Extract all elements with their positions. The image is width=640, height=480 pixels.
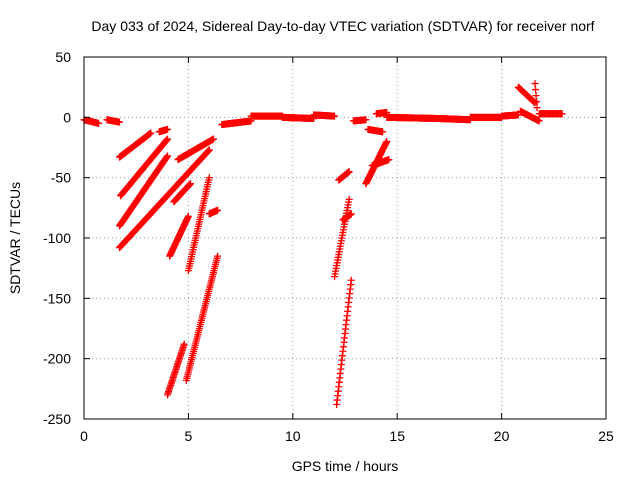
satellite-track xyxy=(164,340,188,399)
y-tick-label: 50 xyxy=(55,49,71,65)
data-point xyxy=(532,92,540,100)
data-point xyxy=(180,340,188,348)
data-point xyxy=(164,152,172,160)
data-point xyxy=(531,99,539,107)
satellite-track xyxy=(466,113,506,121)
data-point xyxy=(383,137,391,145)
data-point xyxy=(535,117,543,125)
axis-ticks xyxy=(83,56,607,420)
data-point xyxy=(345,168,353,176)
satellite-track xyxy=(435,115,474,124)
satellite-track xyxy=(117,135,172,200)
data-point xyxy=(214,252,222,260)
satellite-track xyxy=(535,110,566,118)
y-tick-label: 0 xyxy=(63,109,71,125)
data-point xyxy=(533,98,541,106)
y-tick-label: -50 xyxy=(51,170,71,186)
data-points xyxy=(80,80,566,409)
satellite-track xyxy=(115,129,155,161)
y-axis-label: SDTVAR / TECUs xyxy=(7,182,23,294)
satellite-track xyxy=(115,146,213,252)
data-point xyxy=(95,119,103,127)
satellite-track xyxy=(516,107,543,125)
satellite-track xyxy=(364,125,387,136)
satellite-track xyxy=(184,174,213,275)
y-tick-label: -250 xyxy=(43,411,71,427)
satellite-track xyxy=(331,195,353,281)
satellite-track xyxy=(531,80,541,112)
y-tick-label: -150 xyxy=(43,290,71,306)
y-tick-label: -100 xyxy=(43,230,71,246)
data-point xyxy=(164,125,172,133)
satellite-track xyxy=(368,156,393,170)
data-point xyxy=(345,195,353,203)
satellite-track xyxy=(205,206,222,218)
x-tick-label: 0 xyxy=(80,428,88,444)
data-point xyxy=(362,116,370,124)
x-tick-label: 25 xyxy=(598,428,614,444)
x-tick-label: 15 xyxy=(389,428,405,444)
data-point xyxy=(214,206,222,214)
x-tick-label: 5 xyxy=(185,428,193,444)
x-axis-label: GPS time / hours xyxy=(292,458,399,474)
y-tick-label: -200 xyxy=(43,351,71,367)
data-point xyxy=(533,104,541,112)
data-point xyxy=(531,80,539,88)
data-point xyxy=(205,146,213,154)
tick-labels: 0 5 10 15 20 25 50 0 -50 -100 -150 -200 -250 xyxy=(43,49,614,444)
satellite-track xyxy=(349,116,370,125)
satellite-track xyxy=(333,276,355,409)
data-point xyxy=(205,174,213,182)
data-point xyxy=(558,110,566,118)
chart-title: Day 033 of 2024, Sidereal Day-to-day VTE… xyxy=(91,18,594,34)
x-tick-label: 10 xyxy=(285,428,301,444)
satellite-track xyxy=(335,168,353,184)
data-point xyxy=(379,128,387,136)
data-point xyxy=(115,118,123,126)
data-point xyxy=(147,129,155,137)
satellite-track xyxy=(383,113,443,123)
satellite-track xyxy=(166,212,192,260)
data-point xyxy=(164,135,172,143)
satellite-track xyxy=(339,210,355,224)
satellite-track xyxy=(310,111,339,120)
satellite-track xyxy=(170,180,194,206)
data-point xyxy=(186,180,194,188)
data-point xyxy=(209,135,217,143)
satellite-track xyxy=(247,112,286,120)
satellite-track xyxy=(278,113,318,123)
x-tick-label: 20 xyxy=(494,428,510,444)
data-point xyxy=(347,210,355,218)
satellite-track xyxy=(155,125,172,136)
satellite-track xyxy=(182,252,222,384)
satellite-track xyxy=(174,135,217,164)
satellite-track xyxy=(218,117,255,129)
data-point xyxy=(331,112,339,120)
satellite-track xyxy=(498,111,522,120)
data-point xyxy=(385,156,393,164)
data-point xyxy=(532,86,540,94)
satellite-track xyxy=(362,137,391,188)
data-point xyxy=(347,276,355,284)
satellite-track xyxy=(115,152,172,230)
satellite-track xyxy=(103,116,123,126)
data-point xyxy=(184,212,192,220)
